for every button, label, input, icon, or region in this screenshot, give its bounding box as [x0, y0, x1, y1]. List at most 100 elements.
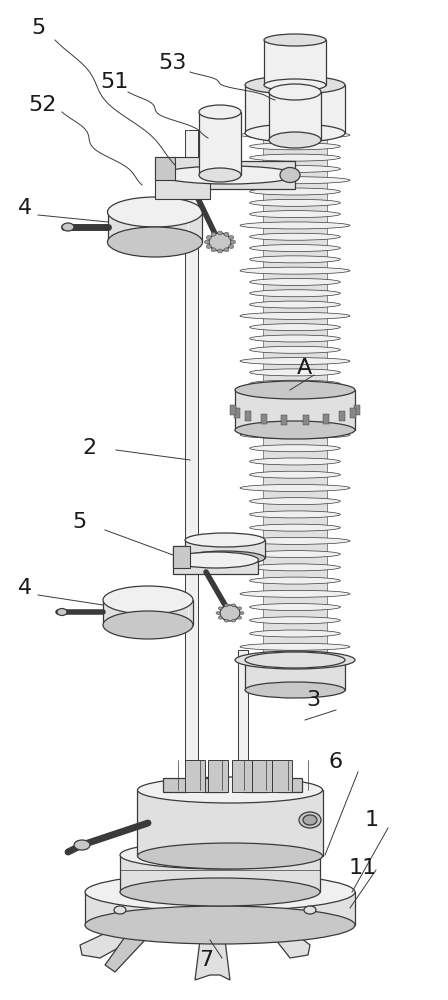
Ellipse shape [250, 630, 340, 637]
Ellipse shape [245, 124, 345, 142]
Ellipse shape [250, 199, 340, 206]
Ellipse shape [224, 619, 228, 622]
Ellipse shape [185, 551, 265, 565]
Polygon shape [105, 930, 145, 972]
Polygon shape [155, 157, 210, 199]
Ellipse shape [199, 168, 241, 182]
Polygon shape [137, 790, 323, 856]
Ellipse shape [250, 143, 340, 150]
Ellipse shape [240, 222, 350, 229]
Polygon shape [238, 650, 248, 790]
Polygon shape [350, 408, 356, 418]
Polygon shape [234, 408, 240, 418]
Ellipse shape [304, 906, 316, 914]
Polygon shape [262, 910, 310, 958]
Polygon shape [195, 940, 230, 980]
Polygon shape [252, 760, 272, 792]
Ellipse shape [240, 537, 350, 544]
Ellipse shape [138, 843, 323, 869]
Ellipse shape [211, 248, 216, 252]
Ellipse shape [218, 607, 222, 610]
Ellipse shape [250, 233, 340, 240]
Ellipse shape [224, 604, 228, 607]
Ellipse shape [206, 244, 211, 248]
Text: 4: 4 [17, 578, 32, 598]
Polygon shape [281, 415, 287, 425]
Ellipse shape [138, 777, 323, 803]
Ellipse shape [250, 154, 340, 161]
Ellipse shape [114, 906, 126, 914]
Ellipse shape [224, 248, 229, 252]
Ellipse shape [240, 643, 350, 650]
Text: 6: 6 [329, 752, 343, 772]
Ellipse shape [235, 651, 355, 669]
Ellipse shape [264, 79, 326, 91]
Ellipse shape [250, 188, 340, 195]
Ellipse shape [245, 76, 345, 94]
Polygon shape [263, 135, 327, 660]
Ellipse shape [238, 616, 242, 619]
Ellipse shape [240, 590, 350, 597]
Ellipse shape [250, 245, 340, 252]
Polygon shape [243, 778, 267, 792]
Ellipse shape [250, 604, 340, 611]
Ellipse shape [250, 471, 340, 478]
Polygon shape [108, 212, 202, 242]
Ellipse shape [231, 240, 236, 244]
Ellipse shape [250, 335, 340, 342]
Text: 5: 5 [73, 512, 87, 532]
Polygon shape [323, 414, 329, 424]
Ellipse shape [250, 564, 340, 571]
Ellipse shape [250, 380, 340, 387]
Polygon shape [232, 760, 252, 792]
Ellipse shape [74, 840, 90, 850]
Polygon shape [173, 546, 190, 568]
Ellipse shape [217, 231, 223, 235]
Ellipse shape [120, 878, 320, 906]
Polygon shape [160, 161, 295, 189]
Ellipse shape [218, 616, 222, 619]
Ellipse shape [120, 841, 320, 869]
Polygon shape [261, 414, 267, 424]
Text: 5: 5 [31, 18, 45, 38]
Ellipse shape [216, 611, 220, 614]
Polygon shape [264, 40, 326, 85]
Ellipse shape [240, 358, 350, 365]
Ellipse shape [211, 232, 216, 236]
Ellipse shape [232, 604, 236, 607]
Ellipse shape [108, 227, 202, 257]
Ellipse shape [250, 324, 340, 331]
Polygon shape [199, 112, 241, 175]
Polygon shape [163, 778, 187, 792]
Ellipse shape [280, 167, 300, 182]
Ellipse shape [250, 511, 340, 518]
Ellipse shape [173, 552, 258, 568]
Ellipse shape [250, 301, 340, 308]
Ellipse shape [303, 815, 317, 825]
Ellipse shape [264, 34, 326, 46]
Text: 7: 7 [199, 950, 213, 970]
Ellipse shape [269, 84, 321, 100]
Ellipse shape [103, 611, 193, 639]
Polygon shape [103, 600, 193, 625]
Ellipse shape [220, 605, 240, 621]
Polygon shape [173, 546, 258, 574]
Polygon shape [245, 85, 345, 133]
Polygon shape [245, 660, 345, 690]
Polygon shape [120, 855, 320, 892]
Ellipse shape [250, 211, 340, 218]
Ellipse shape [269, 132, 321, 148]
Ellipse shape [250, 391, 340, 398]
Ellipse shape [240, 484, 350, 491]
Polygon shape [245, 411, 250, 421]
Ellipse shape [250, 256, 340, 263]
Polygon shape [208, 760, 228, 792]
Ellipse shape [250, 524, 340, 531]
Polygon shape [185, 130, 198, 790]
Text: 11: 11 [349, 858, 377, 878]
Ellipse shape [206, 235, 211, 239]
Ellipse shape [229, 244, 234, 248]
Polygon shape [354, 405, 360, 415]
Ellipse shape [240, 177, 350, 184]
Polygon shape [155, 157, 175, 180]
